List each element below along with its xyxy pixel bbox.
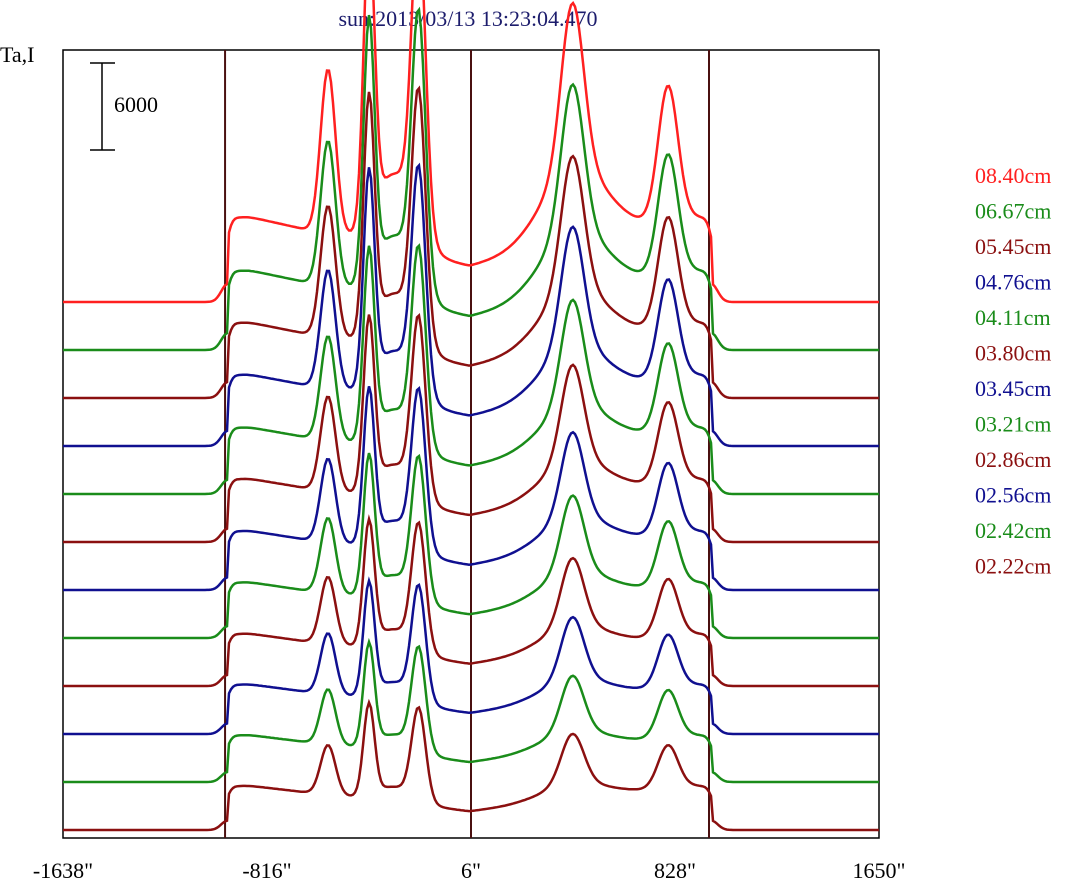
x-tick-label-4: 1650" xyxy=(853,858,906,883)
series-line-03.80cm xyxy=(63,312,879,544)
legend-entry-7: 03.21cm xyxy=(975,412,1051,437)
x-tick-label-3: 828" xyxy=(654,858,696,883)
scale-bar-label: 6000 xyxy=(114,92,158,117)
series-line-04.76cm xyxy=(63,162,879,448)
legend-entry-1: 06.67cm xyxy=(975,199,1051,224)
legend-entry-0: 08.40cm xyxy=(975,163,1051,188)
series-line-06.67cm xyxy=(63,6,879,352)
series-line-02.86cm xyxy=(63,514,879,688)
legend-entry-10: 02.42cm xyxy=(975,518,1051,543)
series-line-03.21cm xyxy=(63,452,879,640)
series-line-05.45cm xyxy=(63,85,879,400)
x-tick-label-0: -1638" xyxy=(33,858,93,883)
legend-entry-8: 02.86cm xyxy=(975,447,1051,472)
legend-entry-2: 05.45cm xyxy=(975,234,1051,259)
legend-entry-5: 03.80cm xyxy=(975,341,1051,366)
legend-entry-3: 04.76cm xyxy=(975,270,1051,295)
scale-bar: 6000 xyxy=(90,62,158,151)
x-tick-labels: -1638" -816" 6" 828" 1650" xyxy=(33,858,906,883)
series-line-02.56cm xyxy=(63,576,879,736)
series-line-02.42cm xyxy=(63,637,879,784)
x-tick-label-1: -816" xyxy=(242,858,291,883)
series-line-02.22cm xyxy=(63,698,879,832)
series-line-04.11cm xyxy=(63,243,879,496)
legend-entry-9: 02.56cm xyxy=(975,483,1051,508)
series-line-08.40cm xyxy=(63,0,879,304)
legend-entry-6: 03.45cm xyxy=(975,376,1051,401)
y-axis-label: Ta,I xyxy=(0,42,35,67)
series-line-03.45cm xyxy=(63,386,879,592)
x-tick-label-2: 6" xyxy=(461,858,481,883)
series-curves xyxy=(63,0,879,832)
legend-entry-11: 02.22cm xyxy=(975,554,1051,579)
chart-title: sun:2013/03/13 13:23:04.470 xyxy=(338,6,597,31)
vertical-markers xyxy=(224,50,710,838)
legend-entry-4: 04.11cm xyxy=(975,305,1051,330)
legend: 08.40cm 06.67cm 05.45cm 04.76cm 04.11cm 03.80… xyxy=(975,163,1051,579)
